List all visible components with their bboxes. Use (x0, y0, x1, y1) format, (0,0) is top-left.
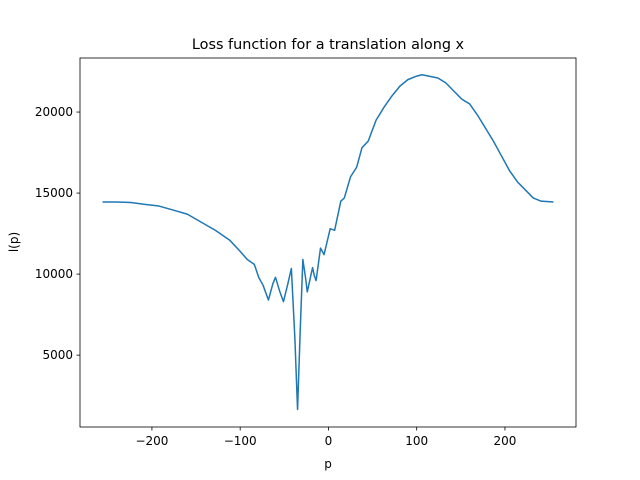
y-tick-label: 10000 (35, 267, 73, 281)
y-tick-label: 15000 (35, 186, 73, 200)
x-tick-label: 0 (325, 434, 333, 448)
x-tick-label: −200 (135, 434, 168, 448)
y-tick-label: 20000 (35, 105, 73, 119)
x-axis-label: p (324, 457, 332, 471)
x-tick-label: 100 (405, 434, 428, 448)
x-tick-label: 200 (494, 434, 517, 448)
plot-frame (79, 57, 577, 428)
line (102, 74, 554, 411)
y-axis-label: l(p) (7, 232, 21, 252)
y-tick-label: 5000 (42, 348, 73, 362)
x-tick-label: −100 (224, 434, 257, 448)
chart-title: Loss function for a translation along x (192, 37, 465, 53)
